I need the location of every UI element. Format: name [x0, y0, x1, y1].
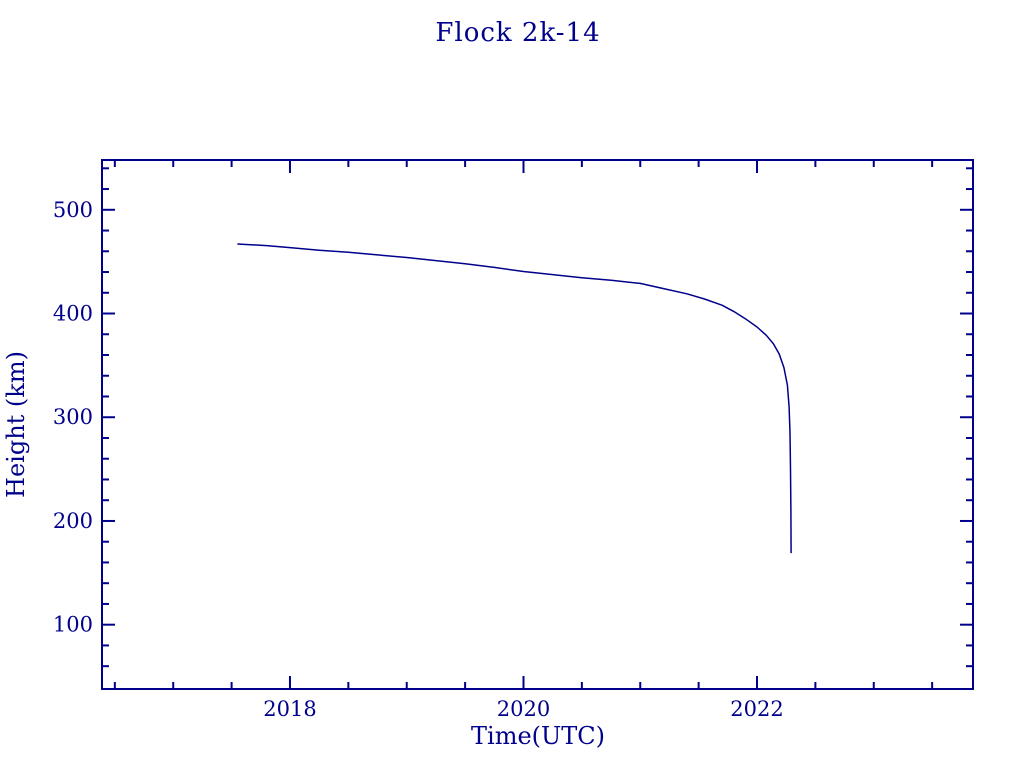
- y-axis-label: Height (km): [2, 351, 30, 498]
- plot-title: Flock 2k-14: [435, 18, 600, 48]
- x-axis-label: Time(UTC): [471, 722, 605, 750]
- plot-frame: [101, 159, 974, 690]
- x-tick-label: 2022: [730, 697, 783, 721]
- y-tick-label: 400: [53, 302, 93, 326]
- x-tick-label: 2020: [497, 697, 550, 721]
- axis-ticks: [102, 160, 973, 689]
- y-tick-label: 100: [53, 613, 93, 637]
- y-tick-label: 300: [53, 405, 93, 429]
- y-tick-label: 500: [53, 198, 93, 222]
- data-series: [237, 243, 792, 554]
- axis-tick-labels: 2018 2020 2022 100 200 300 400 500: [53, 198, 784, 721]
- y-tick-label: 200: [53, 509, 93, 533]
- plot-box: [101, 159, 974, 690]
- x-tick-label: 2018: [263, 697, 316, 721]
- decay-curve: [237, 243, 792, 554]
